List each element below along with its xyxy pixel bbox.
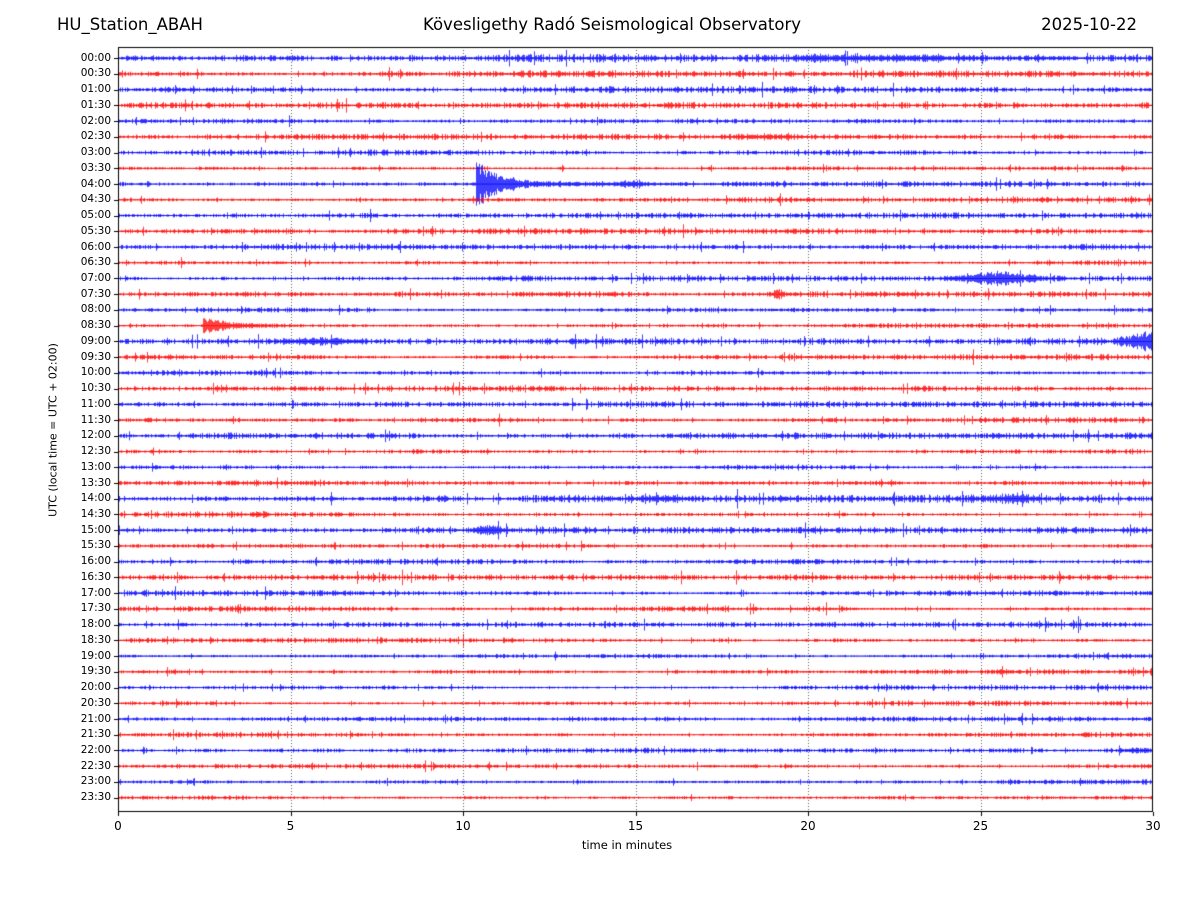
utc-tick-label: 00:30: [80, 67, 111, 80]
utc-tick-label: 20:30: [80, 696, 111, 709]
utc-tick-label: 01:00: [80, 83, 111, 96]
utc-tick-label: 22:30: [80, 759, 111, 772]
utc-tick-label: 07:00: [80, 271, 111, 284]
utc-tick-label: 05:00: [80, 209, 111, 222]
utc-tick-label: 09:00: [80, 334, 111, 347]
utc-tick-label: 18:30: [80, 633, 111, 646]
utc-tick-label: 15:30: [80, 539, 111, 552]
minute-tick-label: 0: [114, 819, 122, 833]
utc-tick-label: 16:30: [80, 570, 111, 583]
utc-tick-label: 02:00: [80, 114, 111, 127]
date-label: 2025-10-22: [1041, 15, 1137, 34]
x-axis-label: time in minutes: [581, 838, 673, 852]
utc-tick-label: 12:30: [80, 445, 111, 458]
minute-tick-label: 10: [455, 819, 471, 833]
station-title: HU_Station_ABAH: [57, 15, 203, 34]
utc-tick-label: 21:30: [80, 728, 111, 741]
utc-tick-label: 19:30: [80, 665, 111, 678]
utc-tick-label: 22:00: [80, 743, 111, 756]
utc-tick-label: 05:30: [80, 224, 111, 237]
utc-tick-label: 09:30: [80, 350, 111, 363]
utc-tick-label: 04:30: [80, 193, 111, 206]
utc-tick-label: 17:30: [80, 602, 111, 615]
minute-tick-label: 5: [286, 819, 295, 833]
utc-tick-label: 17:00: [80, 586, 111, 599]
minute-tick-label: 25: [972, 819, 989, 833]
utc-tick-label: 04:00: [80, 177, 111, 190]
utc-tick-label: 13:00: [80, 460, 111, 473]
utc-tick-label: 15:00: [80, 523, 111, 536]
utc-tick-label: 19:00: [80, 649, 111, 662]
minute-tick-label: 30: [1145, 819, 1161, 833]
utc-tick-label: 06:00: [80, 240, 111, 253]
utc-tick-label: 14:30: [80, 507, 111, 520]
utc-tick-label: 07:30: [80, 287, 111, 300]
minute-tick-label: 15: [627, 819, 644, 833]
utc-tick-label: 14:00: [80, 492, 111, 505]
utc-tick-label: 03:00: [80, 146, 111, 159]
utc-tick-label: 23:00: [80, 775, 111, 788]
utc-tick-label: 03:30: [80, 161, 111, 174]
minute-tick-label: 20: [800, 819, 816, 833]
utc-tick-label: 23:30: [80, 791, 111, 804]
utc-tick-label: 20:00: [80, 681, 111, 694]
observatory-title: Kövesligethy Radó Seismological Observat…: [422, 15, 802, 34]
utc-tick-label: 16:00: [80, 555, 111, 568]
utc-tick-label: 11:30: [80, 413, 111, 426]
utc-tick-label: 06:30: [80, 256, 111, 269]
utc-tick-label: 02:30: [80, 130, 111, 143]
utc-tick-label: 10:00: [80, 366, 111, 379]
utc-tick-label: 01:30: [80, 98, 111, 111]
utc-tick-label: 08:30: [80, 319, 111, 332]
utc-tick-label: 21:00: [80, 712, 111, 725]
utc-tick-label: 11:00: [80, 397, 111, 410]
utc-tick-label: 00:00: [80, 51, 111, 64]
utc-tick-label: 08:00: [80, 303, 111, 316]
utc-tick-label: 10:30: [80, 382, 111, 395]
utc-tick-label: 12:00: [80, 429, 111, 442]
utc-tick-label: 13:30: [80, 476, 111, 489]
utc-tick-label: 18:00: [80, 618, 111, 631]
